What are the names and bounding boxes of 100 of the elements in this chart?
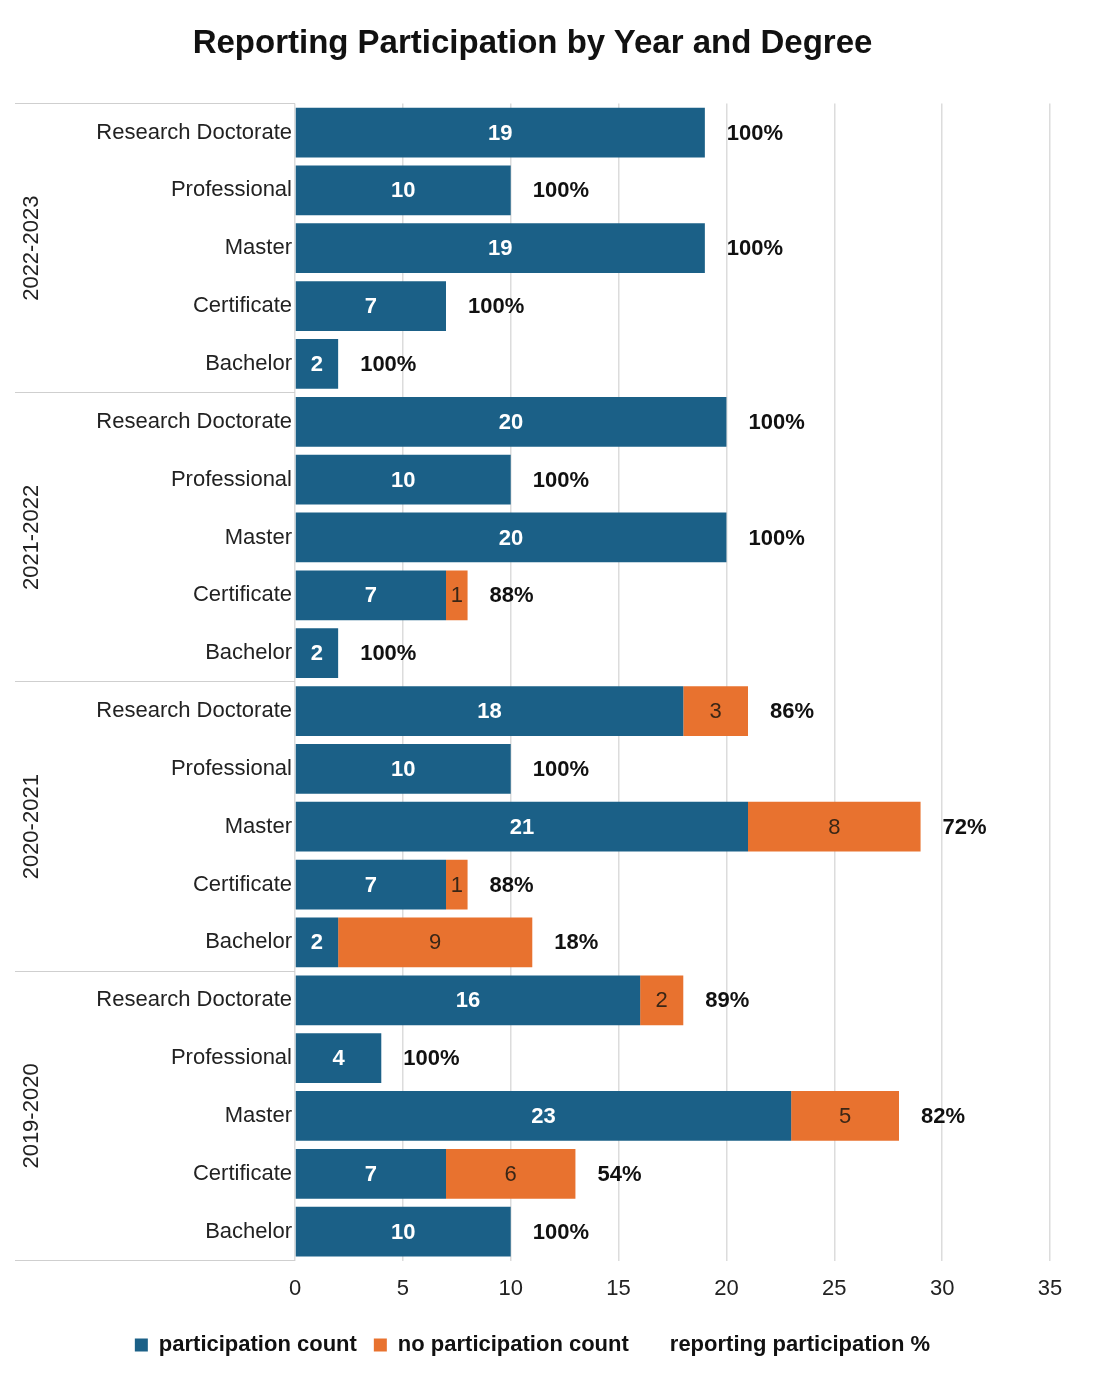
data-label: 23 [531,1103,556,1129]
data-label: 19 [488,235,513,261]
text: 86% [770,698,815,724]
data-label: 10 [390,1218,416,1244]
bar [446,1148,576,1199]
chart-title: Reporting Participation by Year and Degree [192,22,873,60]
data-label: 1 [450,871,463,897]
data-label: 2 [310,350,324,376]
text: 100% [532,1218,589,1244]
y-tick-label: Research Doctorate [96,986,292,1012]
text: 100% [726,235,784,261]
y-tick-label: Certificate [192,1159,292,1185]
text: 2019-2020 [18,1063,44,1169]
bar [683,686,748,736]
legend-label: participation count [158,1331,358,1357]
text: 100% [748,408,805,434]
data-label: 7 [364,1160,377,1186]
y-tick-label: Certificate [192,581,292,607]
bar [295,1033,382,1083]
y-tick-label: Master [224,812,292,838]
bar [791,1091,899,1141]
bar [446,859,468,910]
bar [295,686,684,736]
data-label: 10 [390,177,416,203]
text: 100% [360,350,417,376]
y-tick-label: Master [224,1102,292,1128]
bar [295,454,511,505]
bar [295,1148,446,1199]
data-label: 16 [455,987,481,1013]
x-tick-label: 15 [606,1274,631,1300]
y-tick-label: Professional [170,176,292,202]
data-label: 7 [364,293,377,319]
bar [295,107,705,158]
bar [640,975,684,1026]
data-label: 20 [498,524,524,550]
text: 2020-2021 [18,774,44,880]
x-tick-label: 10 [498,1274,523,1300]
data-label: 5 [838,1103,852,1129]
data-label: 20 [498,408,524,434]
bar [295,339,339,389]
text: 100% [748,524,805,550]
y-tick-label: Bachelor [205,349,292,375]
data-label: 7 [364,582,377,608]
data-label: 6 [504,1160,517,1186]
data-label: 10 [390,755,416,781]
y-tick-label: Bachelor [205,928,292,954]
bar [748,801,921,852]
text: 2021-2022 [18,484,44,591]
y-tick-label: Certificate [192,292,292,318]
data-label: 2 [655,987,668,1013]
x-tick-label: 20 [714,1274,739,1300]
x-tick-label: 5 [396,1274,409,1300]
x-tick-label: 25 [822,1274,847,1300]
y-tick-label: Master [224,523,292,549]
legend-label: no participation count [397,1331,630,1357]
y-tick-label: Bachelor [205,1217,292,1243]
y-tick-label: Master [224,234,292,260]
text: 88% [489,871,534,897]
text: 100% [360,640,417,666]
text: 100% [532,177,589,203]
text: 89% [705,987,750,1013]
bar [295,801,748,852]
text: 72% [942,813,987,839]
text: 2022-2023 [18,195,44,301]
bar [295,570,446,621]
y-tick-label: Professional [170,754,292,780]
y-tick-label: Certificate [192,870,292,896]
bar [295,1206,511,1257]
text: 18% [554,929,599,955]
bar [295,223,705,274]
text: 100% [532,466,589,492]
bar [295,1091,792,1141]
bar [295,165,511,216]
data-label: 2 [310,640,324,666]
data-label: 18 [477,698,502,724]
y-tick-label: Professional [170,465,292,491]
text: 100% [532,755,589,781]
data-label: 8 [828,813,841,839]
data-label: 2 [310,929,324,955]
text: 88% [489,582,534,608]
text: 100% [726,119,784,145]
data-label: 1 [450,582,463,608]
bar [295,744,511,794]
data-label: 3 [709,698,722,724]
bar [295,917,339,968]
data-label: 9 [429,929,442,955]
data-label: 19 [488,119,513,145]
data-label: 21 [509,813,535,839]
x-tick-label: 0 [288,1274,302,1300]
bar [295,628,339,679]
data-label: 4 [332,1045,346,1071]
text: 100% [403,1045,460,1071]
bar [446,570,468,621]
bar [338,917,533,968]
bar [295,396,727,447]
y-tick-label: Research Doctorate [96,118,292,144]
text: 54% [597,1160,642,1186]
bar [295,975,641,1026]
data-label: 7 [364,871,377,897]
y-tick-label: Research Doctorate [96,407,292,433]
